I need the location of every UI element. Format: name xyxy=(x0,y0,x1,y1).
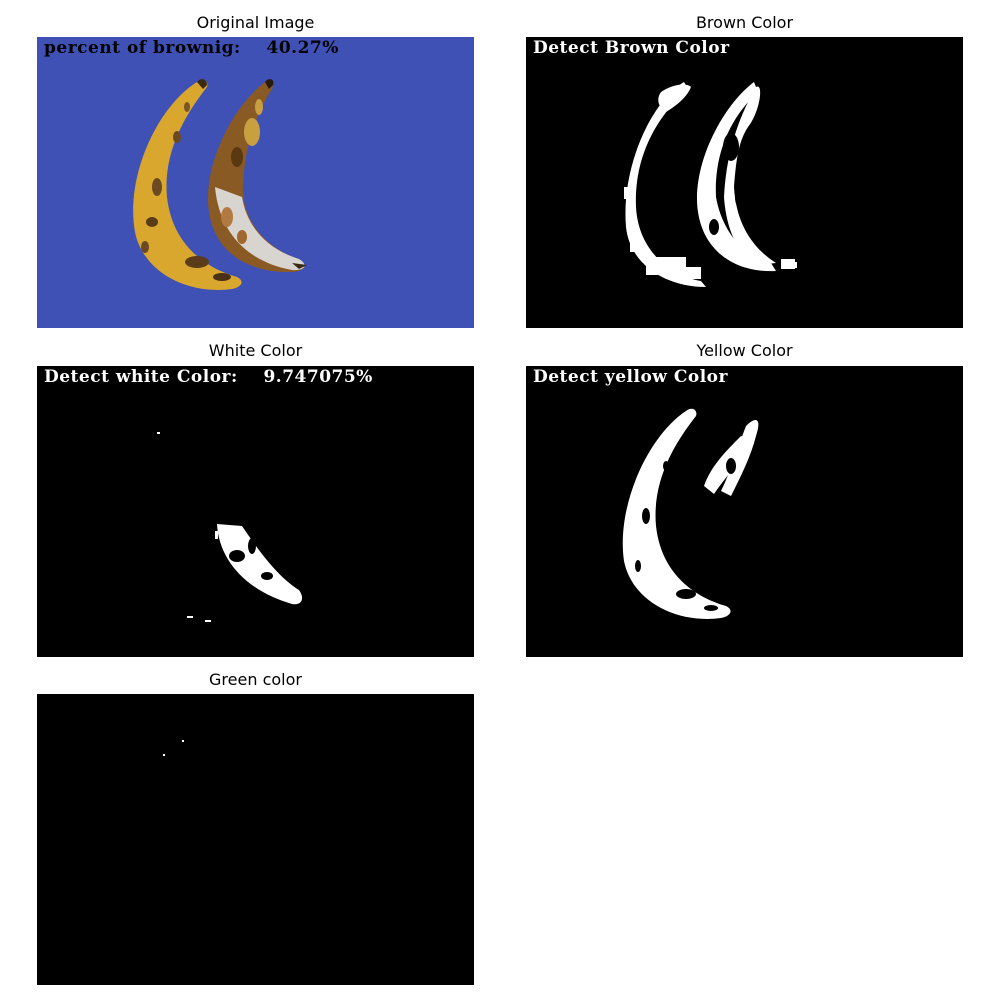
panel-title-original: Original Image xyxy=(196,13,315,32)
brown-mask-graphic xyxy=(526,37,963,328)
panel-title-green: Green color xyxy=(209,670,302,689)
panel-title-yellow: Yellow Color xyxy=(696,341,793,360)
panel-title-brown: Brown Color xyxy=(695,13,794,32)
browning-percent-label: percent of brownig: 40.27% xyxy=(44,38,339,58)
yellow-mask-graphic xyxy=(526,366,963,657)
original-image: percent of brownig: 40.27% xyxy=(37,37,474,328)
detect-yellow-label: Detect yellow Color xyxy=(533,367,728,387)
detect-white-label: Detect white Color: 9.747075% xyxy=(44,367,373,387)
yellow-mask-image: Detect yellow Color xyxy=(526,366,963,657)
white-mask-graphic xyxy=(37,366,474,657)
green-mask-graphic xyxy=(37,694,474,985)
original-image-graphic xyxy=(37,37,474,328)
panel-title-white: White Color xyxy=(208,341,303,360)
green-mask-image xyxy=(37,694,474,985)
white-mask-image: Detect white Color: 9.747075% xyxy=(37,366,474,657)
detect-brown-label: Detect Brown Color xyxy=(533,38,730,58)
brown-mask-image: Detect Brown Color xyxy=(526,37,963,328)
